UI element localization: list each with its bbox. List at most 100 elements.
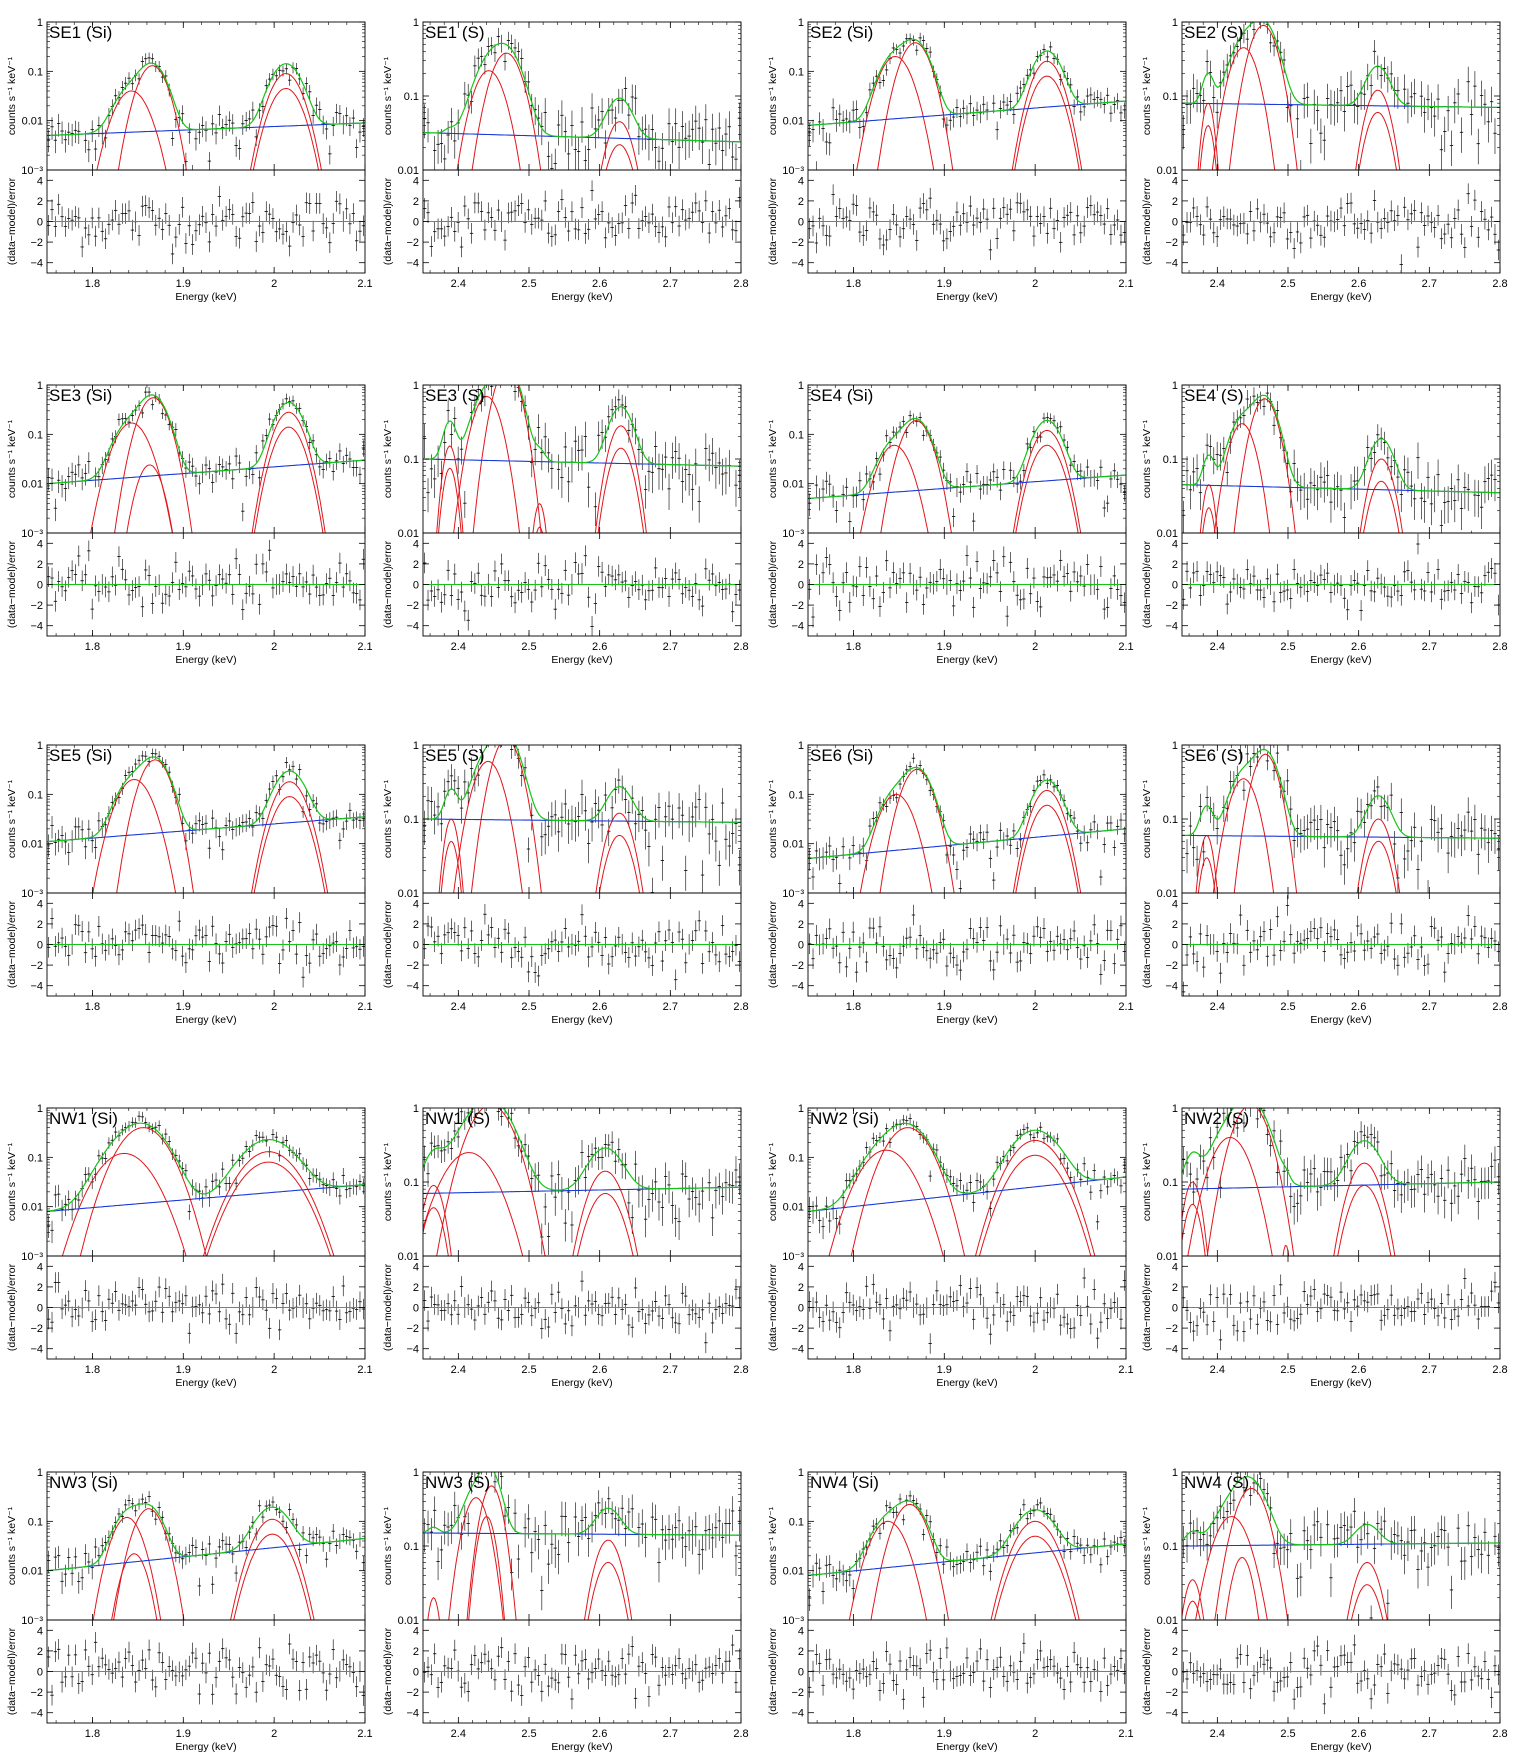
x-axis-title: Energy (keV) <box>1310 291 1371 303</box>
resid-y-tick-label: 0 <box>798 580 804 592</box>
gaussian-component <box>600 121 639 170</box>
x-tick-label: 2.8 <box>733 278 748 290</box>
data-points <box>423 745 741 893</box>
y-tick-label: 0.01 <box>22 116 43 128</box>
panel-title: SE5 (Si) <box>49 746 112 765</box>
resid-y-tick-label: 2 <box>1172 196 1178 208</box>
x-tick-label: 1.8 <box>846 278 861 290</box>
total-model <box>1182 394 1500 494</box>
gaussian-component <box>1011 60 1083 170</box>
y-tick-label: 10⁻³ <box>21 888 43 900</box>
gaussian-component <box>880 420 952 533</box>
spectrum-panel: 10⁻³ 0.01 0.1 1 4 2 0 −2 −4 1.8 1.9 2 2.1 Energy (keV… <box>6 17 373 303</box>
gaussian-component <box>253 426 324 533</box>
y-tick-label: 0.1 <box>28 66 43 78</box>
residual-points <box>47 186 365 265</box>
resid-y-tick-label: 0 <box>1172 580 1178 592</box>
gaussian-component <box>92 778 177 893</box>
x-tick-label: 2.4 <box>1210 641 1225 653</box>
panel-title: SE3 (S) <box>425 386 485 405</box>
x-tick-label: 1.9 <box>937 641 952 653</box>
gaussian-component <box>1355 89 1401 170</box>
y-tick-label: 0.01 <box>783 479 804 491</box>
y-tick-label: 10⁻³ <box>782 528 804 540</box>
data-points <box>47 387 365 533</box>
residual-points <box>47 907 365 988</box>
gaussian-component <box>453 760 523 893</box>
residual-axis-title: (data−model)/error <box>1141 177 1153 265</box>
x-tick-label: 2.4 <box>451 641 466 653</box>
spectrum-frame <box>422 21 742 171</box>
y-tick-label: 10⁻³ <box>21 528 43 540</box>
total-model <box>808 417 1126 500</box>
x-tick-label: 2.1 <box>357 1001 372 1013</box>
resid-y-tick-label: 2 <box>413 196 419 208</box>
data-points <box>808 410 1126 533</box>
y-tick-label: 0.1 <box>404 454 419 466</box>
residual-points <box>423 903 741 991</box>
x-tick-label: 2.5 <box>1280 278 1295 290</box>
gaussian-component <box>1358 111 1398 170</box>
residual-points <box>1182 533 1500 621</box>
gaussian-component <box>96 90 167 170</box>
y-axis-title: counts s⁻¹ keV⁻¹ <box>767 419 779 498</box>
total-model <box>47 394 365 485</box>
data-points <box>1182 385 1497 533</box>
x-tick-label: 1.8 <box>85 1001 100 1013</box>
gaussian-component <box>126 464 174 533</box>
gaussian-component <box>116 759 195 893</box>
total-model <box>47 62 365 137</box>
y-tick-label: 0.01 <box>783 116 804 128</box>
gaussian-component <box>438 467 462 533</box>
gaussian-component <box>438 818 464 893</box>
x-axis-title: Energy (keV) <box>175 1014 236 1026</box>
y-tick-label: 0.1 <box>789 429 804 441</box>
spectrum-panel: 0.01 0.1 1 4 2 0 −2 −4 2.4 2.5 2.6 2.7 2.8 Energy (ke… <box>1141 380 1508 666</box>
data-points <box>47 748 365 866</box>
data-points <box>423 385 741 527</box>
x-tick-label: 1.9 <box>176 641 191 653</box>
residual-axis-title: (data−model)/error <box>6 177 18 265</box>
x-tick-label: 1.8 <box>85 278 100 290</box>
y-axis-title: counts s⁻¹ keV⁻¹ <box>6 56 18 135</box>
gaussian-component <box>456 70 521 170</box>
y-tick-label: 1 <box>413 17 419 29</box>
panel-title: SE1 (Si) <box>49 23 112 42</box>
gaussian-component <box>1233 398 1296 533</box>
resid-y-tick-label: 2 <box>37 559 43 571</box>
gaussian-component <box>1014 75 1080 170</box>
residual-points <box>423 180 741 258</box>
x-axis-title: Energy (keV) <box>551 654 612 666</box>
x-tick-label: 2 <box>271 278 277 290</box>
x-tick-label: 2.8 <box>733 641 748 653</box>
gaussian-component <box>595 812 644 893</box>
residual-axis-title: (data−model)/error <box>6 900 18 988</box>
resid-y-tick-label: −2 <box>30 237 43 249</box>
x-tick-label: 2.6 <box>592 641 607 653</box>
spectrum-panel: 10⁻³ 0.01 0.1 1 4 2 0 −2 −4 1.8 1.9 2 2.1 Energy (keV… <box>6 380 373 666</box>
panel-title: SE3 (Si) <box>49 386 112 405</box>
x-axis-title: Energy (keV) <box>1310 654 1371 666</box>
gaussian-component <box>1359 458 1404 533</box>
resid-y-tick-label: 4 <box>1172 538 1178 550</box>
spectrum-frame <box>807 384 1127 534</box>
total-model <box>423 385 741 467</box>
x-tick-label: 1.9 <box>937 278 952 290</box>
gaussian-component <box>440 840 462 893</box>
resid-y-tick-label: −4 <box>30 981 43 993</box>
x-tick-label: 2.4 <box>1210 278 1225 290</box>
resid-y-tick-label: 0 <box>1172 217 1178 229</box>
gaussian-component <box>1362 480 1400 533</box>
gaussian-component <box>536 526 544 533</box>
residual-axis-title: (data−model)/error <box>6 540 18 628</box>
spectrum-panel: 10⁻³ 0.01 0.1 1 4 2 0 −2 −4 1.8 1.9 2 2.1 Energy (keV… <box>767 380 1134 666</box>
panel-title: SE1 (S) <box>425 23 485 42</box>
resid-y-tick-label: 4 <box>413 175 419 187</box>
y-axis-title: counts s⁻¹ keV⁻¹ <box>382 56 394 135</box>
gaussian-component <box>251 411 326 533</box>
resid-y-tick-label: 0 <box>37 940 43 952</box>
resid-y-tick-label: −4 <box>30 258 43 270</box>
gaussian-component <box>597 447 645 533</box>
y-tick-label: 0.1 <box>1163 91 1178 103</box>
